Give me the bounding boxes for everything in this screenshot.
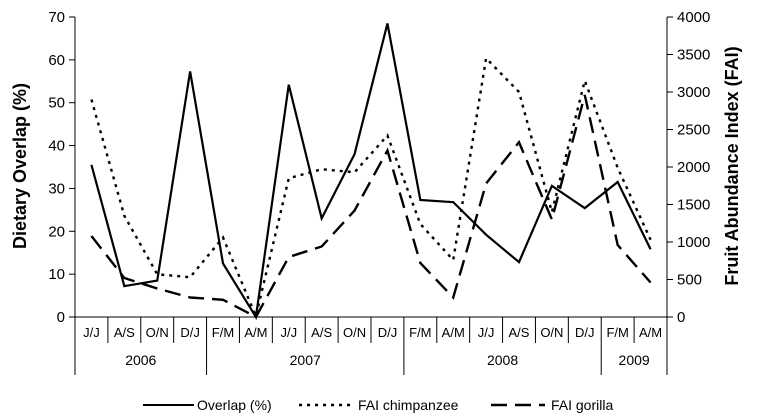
legend-label-overlap: Overlap (%) [197, 397, 272, 413]
category-label: O/N [540, 325, 563, 340]
category-label: J/J [280, 325, 297, 340]
left-tick-label: 30 [48, 180, 65, 197]
year-label: 2007 [290, 352, 321, 368]
category-label: A/M [442, 325, 465, 340]
left-axis-title: Dietary Overlap (%) [10, 83, 30, 249]
category-label: J/J [478, 325, 495, 340]
category-label: O/N [343, 325, 366, 340]
category-label: A/S [311, 325, 332, 340]
right-tick-label: 3500 [677, 47, 710, 64]
left-tick-label: 10 [48, 266, 65, 283]
legend: Overlap (%) FAI chimpanzee FAI gorilla [143, 397, 613, 413]
right-axis-ticks: 0 500 1000 1500 2000 2500 3000 3500 4000 [667, 9, 710, 326]
category-label: O/N [146, 325, 169, 340]
series-line-fai-chimpanzee [90, 55, 652, 321]
series-lines [90, 23, 652, 321]
legend-label-fai-gorilla: FAI gorilla [551, 397, 613, 413]
axes [74, 17, 668, 318]
left-tick-label: 20 [48, 223, 65, 240]
year-label: 2009 [619, 352, 650, 368]
right-tick-label: 1000 [677, 234, 710, 251]
category-label: A/S [509, 325, 530, 340]
right-tick-label: 2000 [677, 159, 710, 176]
category-label: J/J [83, 325, 100, 340]
right-axis-title: Fruit Abundance Index (FAI) [722, 46, 742, 285]
category-label: F/M [409, 325, 431, 340]
category-axis: J/J A/S O/N D/J F/M A/M J/J A/S O/N D/J F/M A/M J/J A… [74, 317, 668, 375]
left-tick-label: 60 [48, 52, 65, 69]
category-label: D/J [378, 325, 398, 340]
right-tick-label: 3000 [677, 84, 710, 101]
right-tick-label: 2500 [677, 122, 710, 139]
left-tick-label: 50 [48, 95, 65, 112]
series-line-fai-gorilla [90, 94, 652, 319]
year-label: 2008 [487, 352, 518, 368]
year-label: 2006 [125, 352, 156, 368]
left-tick-label: 70 [48, 9, 65, 26]
left-tick-label: 0 [57, 309, 65, 326]
category-label: F/M [212, 325, 234, 340]
category-label: F/M [606, 325, 628, 340]
category-label: A/S [114, 325, 135, 340]
right-tick-label: 1500 [677, 197, 710, 214]
category-label: A/M [244, 325, 267, 340]
left-tick-label: 40 [48, 138, 65, 155]
right-tick-label: 500 [677, 272, 702, 289]
category-label: D/J [575, 325, 595, 340]
series-line-overlap [90, 23, 652, 321]
right-tick-label: 4000 [677, 9, 710, 26]
right-tick-label: 0 [677, 309, 685, 326]
left-axis-ticks: 0 10 20 30 40 50 60 70 [48, 9, 75, 326]
legend-label-fai-chimpanzee: FAI chimpanzee [358, 397, 459, 413]
category-label: D/J [180, 325, 200, 340]
category-label: A/M [639, 325, 662, 340]
